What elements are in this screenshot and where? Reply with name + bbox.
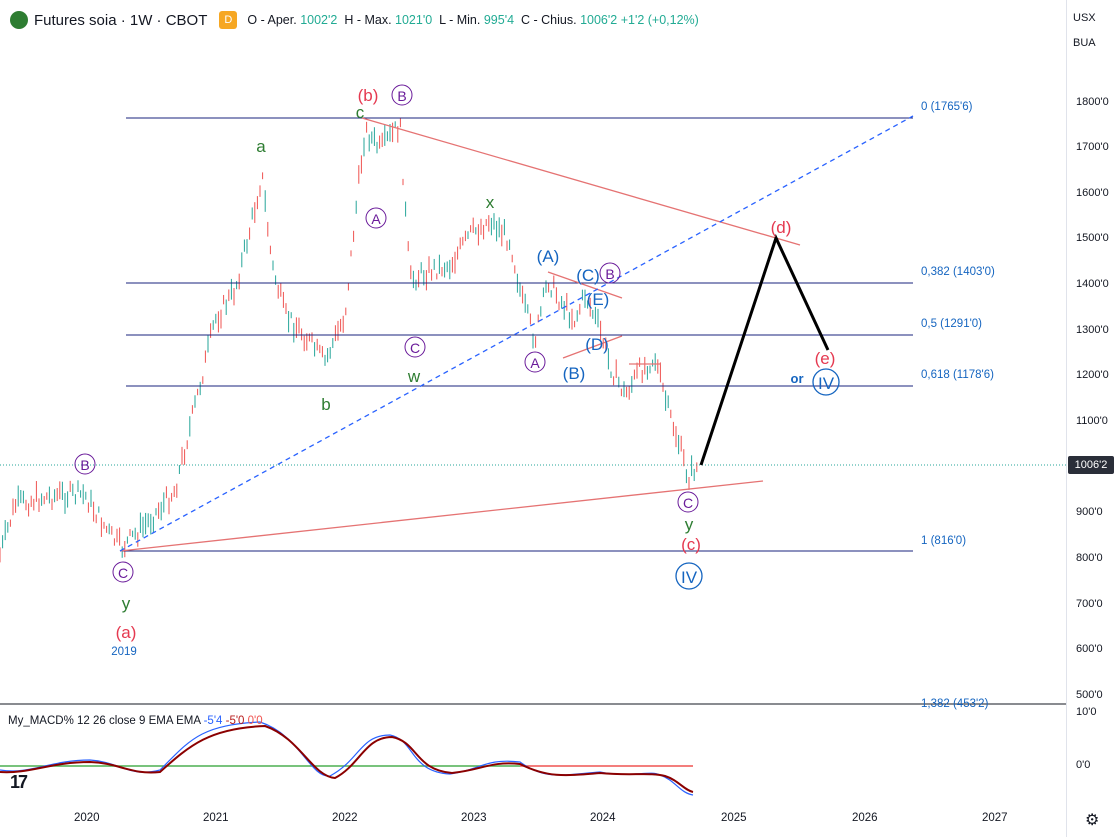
wave-C-circ: C <box>410 340 420 356</box>
wave-C-left: C <box>118 565 128 581</box>
tradingview-logo-icon[interactable]: 17 <box>10 772 28 792</box>
fib-label-1: 1 (816'0) <box>921 535 966 547</box>
time-tick: 2020 <box>74 812 100 824</box>
low-label: L - Min. <box>439 13 481 27</box>
wave-e-red: (e) <box>815 349 836 368</box>
wave-D-paren: (D) <box>585 335 609 354</box>
macd-tick: 10'0 <box>1076 706 1097 718</box>
last-price-label: 1006'2 <box>1068 456 1114 474</box>
fib-labels: 0 (1765'6) 0,382 (1403'0) 0,5 (1291'0) 0… <box>921 101 995 710</box>
wave-B-paren: (B) <box>563 364 586 383</box>
macd-tick: 0'0 <box>1076 759 1091 771</box>
time-tick: 2027 <box>982 812 1008 824</box>
price-tick: 1500'0 <box>1076 232 1109 244</box>
dashed-trend-line <box>119 115 914 552</box>
projection-path <box>699 233 830 466</box>
macd-value-3: 0'0 <box>247 715 263 727</box>
wave-w-green: w <box>407 367 421 386</box>
year-label: 2019 <box>111 646 137 658</box>
wave-c-red: (c) <box>681 535 701 554</box>
time-tick: 2023 <box>461 812 487 824</box>
unit-button[interactable]: BUA <box>1073 37 1096 49</box>
price-tick: 1800'0 <box>1076 96 1109 108</box>
wave-b-red: (b) <box>358 86 379 105</box>
symbol-logo-icon[interactable] <box>10 11 28 29</box>
fib-label-5: 0,5 (1291'0) <box>921 318 982 330</box>
wave-A-circ2: A <box>530 355 540 371</box>
lower-triangle-line <box>119 480 764 552</box>
price-chart[interactable]: (b) B c a A x (A) (C) B (E) (D) (B) A C … <box>0 0 1066 837</box>
settings-gear-icon[interactable]: ⚙ <box>1085 812 1100 829</box>
wave-c-green: c <box>356 103 365 122</box>
time-tick: 2022 <box>332 812 358 824</box>
macd-line <box>0 721 694 796</box>
macd-name: My_MACD% 12 26 close 9 EMA EMA <box>8 715 201 727</box>
high-value: 1021'0 <box>395 13 433 27</box>
time-tick: 2025 <box>721 812 747 824</box>
currency-button[interactable]: USX <box>1073 12 1096 24</box>
signal-line <box>0 724 694 793</box>
wave-IV-bottom: IV <box>681 568 698 587</box>
low-value: 995'4 <box>483 13 515 27</box>
delayed-badge[interactable]: D <box>219 11 238 29</box>
wave-x-green: x <box>486 193 495 212</box>
time-tick: 2021 <box>203 812 229 824</box>
close-value: 1006'2 <box>580 13 618 27</box>
macd-pane <box>0 721 694 796</box>
price-tick: 500'0 <box>1076 689 1103 701</box>
ohlc-readout: O - Aper. 1002'2 H - Max. 1021'0 L - Min… <box>247 13 698 27</box>
price-tick: 700'0 <box>1076 598 1103 610</box>
change-value: +1'2 (+0,12%) <box>620 13 699 27</box>
wave-y-bottom: y <box>685 515 694 534</box>
price-tick: 1200'0 <box>1076 369 1109 381</box>
wave-B-top: B <box>397 88 406 104</box>
price-tick: 800'0 <box>1076 552 1103 564</box>
wave-IV-right: IV <box>818 374 835 393</box>
wave-E-paren: (E) <box>587 290 610 309</box>
time-tick: 2026 <box>852 812 878 824</box>
fib-label-0: 0 (1765'6) <box>921 101 973 113</box>
channel-bottom-line <box>562 335 623 359</box>
fib-lines <box>120 117 913 552</box>
price-tick: 1300'0 <box>1076 324 1109 336</box>
open-value: 1002'2 <box>300 13 338 27</box>
wave-labels: (b) B c a A x (A) (C) B (E) (D) (B) A C … <box>74 84 840 658</box>
wave-b-green: b <box>321 395 330 414</box>
wave-B-circ2: B <box>605 266 614 282</box>
wave-C-paren: (C) <box>576 266 600 285</box>
candles-layer <box>0 118 698 563</box>
fib-label-618: 0,618 (1178'6) <box>921 369 994 381</box>
fib-label-1382: 1,382 (453'2) <box>921 698 989 710</box>
or-text: or <box>791 371 804 386</box>
close-label: C - Chius. <box>521 13 577 27</box>
price-tick: 900'0 <box>1076 506 1103 518</box>
price-tick: 1600'0 <box>1076 187 1109 199</box>
price-tick: 1400'0 <box>1076 278 1109 290</box>
wave-A-paren: (A) <box>537 247 560 266</box>
wave-y-left: y <box>122 594 131 613</box>
macd-value-1: -5'4 <box>203 715 223 727</box>
symbol-title[interactable]: Futures soia · 1W · CBOT <box>34 11 208 29</box>
time-tick: 2024 <box>590 812 616 824</box>
wave-A-circ: A <box>371 211 381 227</box>
symbol-header: Futures soia · 1W · CBOT D O - Aper. 100… <box>0 0 1066 40</box>
open-label: O - Aper. <box>247 13 297 27</box>
upper-triangle-line <box>361 117 801 246</box>
price-scale[interactable]: USX BUA <box>1066 0 1120 837</box>
wave-a-red: (a) <box>116 623 137 642</box>
high-label: H - Max. <box>344 13 392 27</box>
price-tick: 1700'0 <box>1076 141 1109 153</box>
wave-d-red: (d) <box>771 218 792 237</box>
wave-a-green: a <box>256 137 266 156</box>
wave-B-left: B <box>80 457 89 473</box>
macd-value-2: -5'0 <box>225 715 245 727</box>
macd-legend[interactable]: My_MACD% 12 26 close 9 EMA EMA -5'4 -5'0… <box>8 715 263 727</box>
fib-label-382: 0,382 (1403'0) <box>921 266 995 278</box>
channel-top-line <box>547 271 623 299</box>
price-tick: 1100'0 <box>1076 415 1108 427</box>
price-tick: 600'0 <box>1076 643 1103 655</box>
wave-C-bottom: C <box>683 495 693 511</box>
